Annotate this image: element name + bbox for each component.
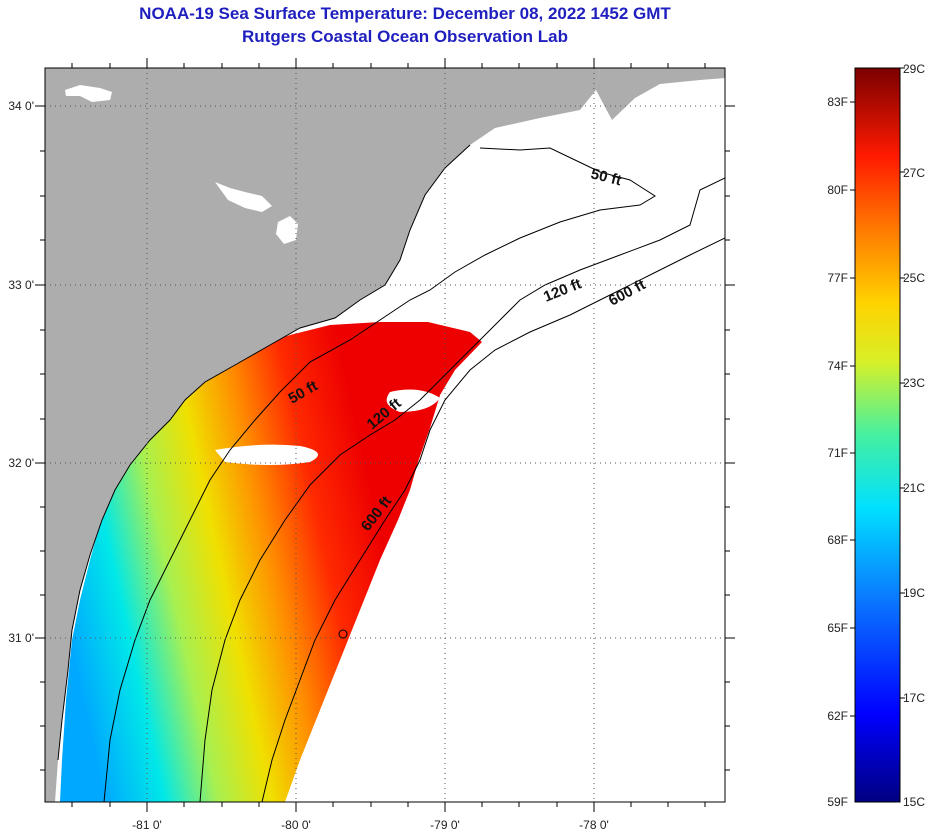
colorbar-c-label: 19C <box>903 586 925 600</box>
inland-lake <box>215 182 272 212</box>
lon-label: -78 0' <box>579 818 609 832</box>
colorbar-c-label: 15C <box>903 795 925 809</box>
colorbar-c-label: 25C <box>903 271 925 285</box>
colorbar-f-label: 74F <box>827 359 848 373</box>
inland-lake <box>276 216 298 244</box>
colorbar-f-label: 83F <box>827 95 848 109</box>
colorbar-f-label: 65F <box>827 621 848 635</box>
lon-label: -81 0' <box>132 818 162 832</box>
sst-data-swath <box>60 322 482 802</box>
lat-label: 33 0' <box>8 278 34 292</box>
colorbar-f-label: 77F <box>827 271 848 285</box>
land-mass <box>45 68 600 802</box>
no-data-gap <box>386 389 440 412</box>
no-data-gap <box>215 444 318 465</box>
map-border <box>44 67 726 803</box>
buoy-marker <box>338 629 348 639</box>
colorbar-f-label: 71F <box>827 446 848 460</box>
colorbar-c-label: 17C <box>903 691 925 705</box>
contour-600ft <box>261 237 725 802</box>
colorbar-c-label: 27C <box>903 166 925 180</box>
contour-label-50ft: 50 ft <box>589 165 623 189</box>
colorbar-c-label: 29C <box>903 62 925 76</box>
lat-label: 34 0' <box>8 99 34 113</box>
inland-lake <box>65 85 112 102</box>
contour-120ft <box>199 177 725 802</box>
colorbar-c-label: 21C <box>903 481 925 495</box>
coastline <box>57 144 471 761</box>
contour-50ft <box>103 147 656 802</box>
lon-label: -80 0' <box>281 818 311 832</box>
axis-ticks <box>35 58 735 812</box>
colorbar-ticks <box>850 67 905 717</box>
colorbar-f-label: 68F <box>827 533 848 547</box>
colorbar-f-label: 80F <box>827 183 848 197</box>
land-mass <box>596 68 725 120</box>
colorbar-f-label: 62F <box>827 709 848 723</box>
map-subtitle: Rutgers Coastal Ocean Observation Lab <box>242 27 568 46</box>
colorbar-f-label: 59F <box>827 795 848 809</box>
colorbar-c-label: 23C <box>903 376 925 390</box>
map-title: NOAA-19 Sea Surface Temperature: Decembe… <box>139 4 671 23</box>
lat-label: 31 0' <box>8 631 34 645</box>
lon-label: -79 0' <box>430 818 460 832</box>
colorbar <box>854 67 901 803</box>
graticule <box>45 68 725 802</box>
lat-label: 32 0' <box>8 456 34 470</box>
